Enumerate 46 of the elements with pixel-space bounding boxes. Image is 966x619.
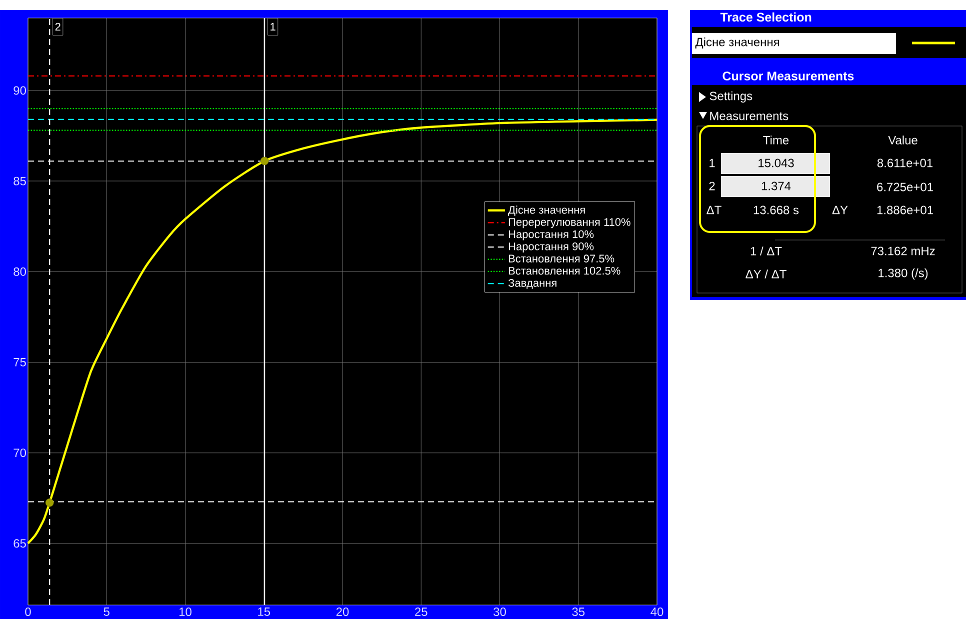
x-tick-label: 30 xyxy=(494,608,506,616)
x-tick-label: 25 xyxy=(415,608,428,616)
legend-label: Завдання xyxy=(508,279,556,289)
legend-label: Наростання 10% xyxy=(508,230,594,240)
text: ΔY xyxy=(832,206,848,214)
text: Settings xyxy=(710,91,752,103)
text: 1.374 xyxy=(762,182,791,190)
x-tick-label: 20 xyxy=(336,608,349,616)
text: Time xyxy=(763,136,789,144)
y-tick-label: 70 xyxy=(14,448,26,458)
text: Cursor Measurements xyxy=(722,72,854,80)
legend-label: Наростання 90% xyxy=(508,242,594,252)
legend-label: Дісне значення xyxy=(508,206,585,216)
legend-label: Перерегулювання 110% xyxy=(508,218,630,228)
text: Trace Selection xyxy=(720,12,812,22)
x-tick-label: 15 xyxy=(258,608,270,616)
y-tick-label: 85 xyxy=(14,176,26,186)
text: 1.886e+01 xyxy=(877,206,933,214)
text: ΔT xyxy=(706,206,722,214)
text: 1 / ΔT xyxy=(750,246,782,256)
x-tick-label: 40 xyxy=(650,608,664,616)
x-tick-label: 10 xyxy=(179,608,192,616)
y-tick-label: 65 xyxy=(14,539,26,548)
x-tick-label: 0 xyxy=(25,608,31,616)
annotation: 2 xyxy=(55,22,60,31)
legend-label: Встановлення 102.5% xyxy=(508,266,620,275)
text: Value xyxy=(888,136,918,144)
y-tick-label: 90 xyxy=(14,86,26,95)
x-tick-label: 5 xyxy=(104,608,110,616)
text: 8.611e+01 xyxy=(877,158,932,168)
y-tick-label: 75 xyxy=(14,358,26,366)
x-tick-label: 35 xyxy=(572,608,585,616)
annotation: 1 xyxy=(270,22,276,30)
text: 15.043 xyxy=(758,158,794,168)
text: 2 xyxy=(709,182,715,190)
text: Measurements xyxy=(710,112,788,120)
legend-label: Встановлення 97.5% xyxy=(508,254,614,262)
text: 13.668 s xyxy=(754,206,799,214)
text: Дісне значення xyxy=(695,37,779,49)
y-tick-label: 80 xyxy=(14,267,26,276)
text: 73.162 mHz xyxy=(871,246,935,256)
text: 1.380 (/s) xyxy=(878,268,928,280)
text: 1 xyxy=(710,158,715,168)
text: ΔY / ΔT xyxy=(746,270,786,278)
text: 6.725e+01 xyxy=(877,182,933,192)
line-series xyxy=(26,118,658,545)
